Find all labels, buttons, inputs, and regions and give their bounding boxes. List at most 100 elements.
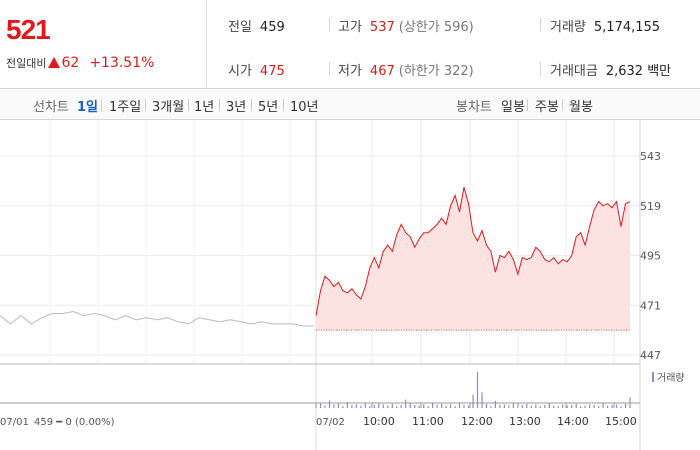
today-area-fill <box>316 187 630 331</box>
volume-bar <box>346 402 348 408</box>
divider <box>283 99 284 111</box>
stat-open: 시가 475 <box>228 60 285 79</box>
volume-bar <box>539 406 541 408</box>
stat-label: 거래량 <box>550 20 586 35</box>
volume-bar <box>373 405 375 408</box>
volume-bar <box>414 405 416 408</box>
today-date-label: 07/02 <box>316 417 345 428</box>
volume-bar <box>521 405 523 408</box>
volume-bar <box>544 405 546 408</box>
y-tick-label: 495 <box>640 250 661 263</box>
period-3y[interactable]: 3년 <box>226 100 247 115</box>
volume-bar <box>432 402 434 408</box>
volume-bar <box>382 404 384 408</box>
volume-legend-swatch <box>652 372 654 382</box>
stat-value: 467 <box>369 64 395 79</box>
stat-label: 거래대금 <box>550 64 598 79</box>
divider <box>329 62 330 76</box>
divider <box>540 18 541 32</box>
volume-bar <box>378 402 380 408</box>
x-tick-label: 14:00 <box>557 415 589 428</box>
volume-bar <box>355 404 357 408</box>
divider <box>540 62 541 76</box>
volume-bar <box>589 404 591 408</box>
volume-legend-label: 거래량 <box>657 372 685 384</box>
volume-bar <box>458 403 461 408</box>
volume-bar <box>342 406 344 408</box>
y-tick-label: 471 <box>640 299 661 312</box>
volume-bar <box>598 406 600 408</box>
period-3m[interactable]: 3개월 <box>152 100 185 115</box>
period-monthly-candle[interactable]: 월봉 <box>569 100 593 115</box>
divider <box>562 99 563 111</box>
volume-bar <box>575 403 577 408</box>
volume-bar <box>535 404 537 408</box>
volume-bars <box>315 372 631 408</box>
up-triangle-icon <box>48 57 61 68</box>
volume-bar <box>607 405 609 408</box>
period-weekly-candle[interactable]: 주봉 <box>535 100 559 115</box>
volume-bar <box>476 372 479 408</box>
volume-bar <box>369 406 371 408</box>
period-5y[interactable]: 5년 <box>258 100 279 115</box>
volume-bar <box>436 405 438 408</box>
volume-bar <box>571 405 573 408</box>
volume-bar <box>548 403 550 408</box>
period-10y[interactable]: 10년 <box>290 100 319 115</box>
stat-value: 5,174,155 <box>593 20 661 35</box>
volume-bar <box>445 405 447 408</box>
volume-bar <box>319 403 322 408</box>
volume-bar <box>328 400 331 408</box>
lower-limit: (하한가 322) <box>398 64 474 79</box>
volume-bar <box>409 403 411 408</box>
change-label: 전일대비 <box>6 57 47 70</box>
divider <box>251 99 252 111</box>
volume-bar <box>530 405 532 408</box>
period-1d[interactable]: 1일 <box>77 100 99 115</box>
volume-bar <box>526 403 528 408</box>
volume-bar <box>351 405 353 408</box>
y-tick-label: 519 <box>640 200 661 213</box>
stat-value: 459 <box>259 20 285 35</box>
volume-bar <box>499 405 501 408</box>
volume-bar <box>481 392 483 408</box>
volume-bar <box>418 405 420 408</box>
volume-bar <box>580 406 582 408</box>
stat-prev-close: 전일 459 <box>228 16 285 35</box>
volume-bar <box>405 399 407 408</box>
volume-bar <box>615 404 618 408</box>
price-chart: 543 519 495 471 447 거래량 07/02 10:00 11:00 12:00… <box>0 120 685 450</box>
volume-bar <box>324 405 326 408</box>
stat-label: 고가 <box>338 20 362 35</box>
change-value: 62 <box>61 55 80 71</box>
divider <box>219 99 220 111</box>
quote-summary: 521 전일대비 62 +13.51% 전일 459 고가 537 (상한가 596) 거… <box>0 0 700 89</box>
change-percent: +13.51% <box>89 55 155 71</box>
volume-bar <box>620 406 622 408</box>
volume-bar <box>472 394 474 408</box>
stat-low: 저가 467 (하한가 322) <box>338 60 474 79</box>
prev-day-price-line <box>0 310 314 327</box>
volume-bar <box>557 406 559 408</box>
stat-volume: 거래량 5,174,155 <box>550 16 660 35</box>
price-block: 521 전일대비 62 +13.51% <box>0 0 207 88</box>
y-tick-label: 543 <box>640 150 661 163</box>
period-1y[interactable]: 1년 <box>194 100 215 115</box>
volume-bar <box>396 406 398 408</box>
volume-bar <box>463 405 465 408</box>
volume-bar <box>485 403 488 408</box>
volume-bar <box>562 404 564 408</box>
chart-toolbar: 선차트 1일 1주일 3개월 1년 3년 5년 10년 봉차트 일봉 주봉 월봉 <box>0 89 700 120</box>
divider <box>527 99 528 111</box>
volume-bar <box>337 403 339 408</box>
stat-label: 전일 <box>228 20 252 35</box>
stat-amount: 거래대금 2,632 백만 <box>550 60 671 79</box>
x-tick-label: 12:00 <box>461 415 493 428</box>
period-daily-candle[interactable]: 일봉 <box>501 100 525 115</box>
x-axis-labels: 07/02 10:00 11:00 12:00 13:00 14:00 15:00 <box>315 403 637 428</box>
volume-bar <box>467 405 470 408</box>
volume-bar <box>512 402 514 408</box>
period-1w[interactable]: 1주일 <box>109 100 142 115</box>
volume-bar <box>454 406 456 408</box>
prev-date-label: 07/01 <box>0 417 29 428</box>
